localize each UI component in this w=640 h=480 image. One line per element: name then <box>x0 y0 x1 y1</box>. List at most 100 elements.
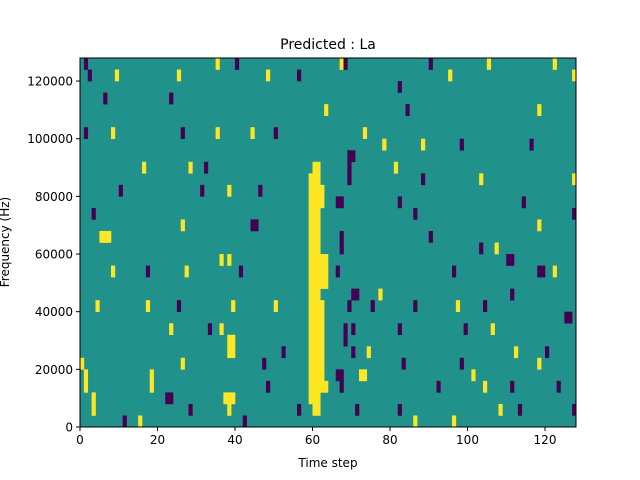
y-tick-label: 20000 <box>35 363 73 377</box>
heatmap-cell <box>405 104 410 116</box>
heatmap-cell <box>242 415 247 428</box>
heatmap-cell <box>378 288 383 301</box>
heatmap-cell <box>572 69 577 82</box>
heatmap-cell <box>103 92 108 105</box>
heatmap-cell <box>320 380 329 393</box>
heatmap-cell <box>370 300 375 312</box>
heatmap-cell <box>351 323 356 336</box>
heatmap-cell <box>297 403 302 416</box>
heatmap-cell <box>223 392 236 405</box>
heatmap-cell <box>227 254 232 266</box>
heatmap-cell <box>347 150 356 163</box>
heatmap-cell <box>312 161 321 174</box>
heatmap-cell <box>510 288 515 301</box>
heatmap-cell <box>169 323 174 336</box>
heatmap-cell <box>343 323 348 347</box>
heatmap-cell <box>351 288 360 301</box>
heatmap-cell <box>347 161 352 186</box>
heatmap-cell <box>169 92 174 105</box>
heatmap-cell <box>114 69 120 82</box>
heatmap-cell <box>351 346 356 359</box>
heatmap-cell <box>312 403 321 416</box>
heatmap-cell <box>320 300 325 382</box>
heatmap-cell <box>483 380 488 393</box>
plot-frame <box>79 57 577 428</box>
heatmap-cell <box>401 357 406 370</box>
heatmap-cell <box>176 69 182 82</box>
heatmap-cell <box>83 58 89 70</box>
heatmap-cell <box>95 300 100 312</box>
heatmap-cell <box>111 127 116 140</box>
heatmap-cell <box>537 265 546 278</box>
heatmap-cell <box>413 207 418 220</box>
heatmap-cell <box>91 392 96 416</box>
heatmap-cell <box>254 219 259 232</box>
heatmap-cell <box>316 254 329 289</box>
x-tick-label: 0 <box>76 433 84 447</box>
heatmap-cell <box>122 415 127 428</box>
heatmap-cell <box>537 104 542 116</box>
x-axis-ticks: 0 20 40 60 80 100 120 <box>76 427 556 447</box>
heatmap-cell <box>142 161 147 174</box>
heatmap-cell <box>517 403 523 416</box>
heatmap-cell <box>479 242 484 255</box>
heatmap-cell <box>184 265 189 278</box>
heatmap-cell <box>262 357 267 370</box>
heatmap-cell <box>455 300 461 312</box>
heatmap-cell <box>227 334 236 359</box>
heatmap-cell <box>180 357 185 370</box>
y-tick-label: 0 <box>65 421 73 435</box>
heatmap-cell <box>266 69 271 82</box>
heatmap-cell <box>428 58 433 70</box>
heatmap-cell <box>227 403 232 416</box>
y-tick-label: 80000 <box>35 190 73 204</box>
heatmap-cell <box>238 265 244 278</box>
heatmap-cell <box>87 69 92 82</box>
heatmap-cell <box>180 219 185 232</box>
heatmap-cell <box>382 138 387 151</box>
x-tick-label: 60 <box>305 433 320 447</box>
heatmap-cell <box>80 357 85 370</box>
heatmap-cell <box>572 173 577 186</box>
heatmap-cell <box>83 127 89 140</box>
heatmap-cell <box>335 369 344 382</box>
heatmap-cell <box>258 184 263 197</box>
heatmap-cell <box>397 403 402 416</box>
heatmap-cell <box>83 369 89 393</box>
heatmap-cell <box>320 184 325 209</box>
heatmap-cell <box>421 138 426 151</box>
heatmap-cell <box>145 265 151 278</box>
heatmap-cell <box>180 127 185 140</box>
heatmap-cell <box>428 230 433 243</box>
x-tick-label: 20 <box>150 433 165 447</box>
y-axis-ticks: 0 20000 40000 60000 80000 100000 120000 <box>27 75 80 435</box>
heatmap-cell <box>176 300 182 312</box>
heatmap-cell <box>91 207 96 220</box>
heatmap-cell <box>219 323 224 336</box>
heatmap-cell <box>556 380 561 393</box>
heatmap-cell <box>494 242 499 255</box>
heatmap-cell <box>452 265 457 278</box>
heatmap-cell <box>145 300 151 312</box>
heatmap-cell <box>452 415 457 428</box>
heatmap-cell <box>552 58 557 70</box>
heatmap-cell <box>479 173 484 186</box>
heatmap-cell <box>506 254 515 266</box>
heatmap-cell <box>215 127 220 140</box>
heatmap-cell <box>138 415 143 428</box>
y-tick-label: 100000 <box>27 132 73 146</box>
heatmap-cell <box>537 357 542 370</box>
heatmap-cell <box>266 380 271 393</box>
heatmap-cell <box>207 323 213 336</box>
heatmap-cell <box>397 196 402 209</box>
heatmap-cell <box>355 403 360 416</box>
heatmap-cell <box>393 161 399 174</box>
x-tick-label: 120 <box>534 433 557 447</box>
heatmap-cell <box>149 369 154 393</box>
y-tick-label: 120000 <box>27 75 73 89</box>
heatmap-cell <box>397 323 402 336</box>
heatmap-cell <box>413 415 418 428</box>
heatmap-cell <box>510 380 515 393</box>
heatmap-cell <box>250 127 255 140</box>
